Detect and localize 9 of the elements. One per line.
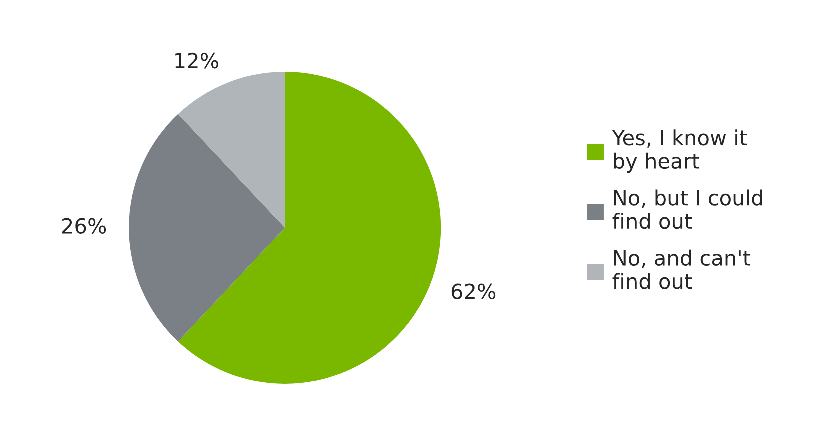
pie-slice [178,72,442,384]
data-label: 12% [176,52,218,69]
data-label: 62% [452,284,496,300]
legend-label: No, but I could find out [612,190,762,230]
pie-slice [178,72,286,228]
legend-label: No, and can't find out [612,250,751,290]
pie-slice [129,114,286,342]
data-label: 26% [62,218,106,234]
legend-label: Yes, I know it by heart [612,130,748,174]
